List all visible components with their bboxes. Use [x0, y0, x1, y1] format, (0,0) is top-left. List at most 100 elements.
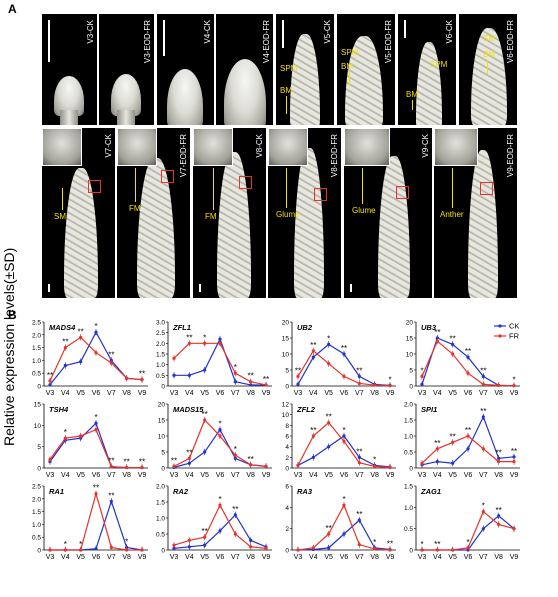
sig-ub2-3: **	[341, 344, 347, 353]
sig-tsh4-3: *	[94, 413, 97, 422]
chart-title-ra3: RA3	[297, 487, 313, 496]
point-zfl1-fr-6	[264, 383, 268, 387]
chart-title-tsh4: TSH4	[49, 405, 69, 414]
sig-zfl2-4: **	[356, 447, 362, 456]
point-zag1-ck-4	[481, 527, 485, 531]
point-spi1-ck-6	[512, 455, 516, 459]
image-v7-ck: SM V7-CK	[42, 128, 115, 298]
ytick-label-spi1-2: 1.0	[404, 434, 413, 441]
series-line-ra2-ck	[173, 513, 267, 549]
ytick-label-tsh4-1: 5	[37, 444, 41, 451]
point-ra1-ck-2	[79, 548, 83, 552]
point-ub3-fr-2	[451, 352, 455, 356]
ytick-label-mads4-3: 1.5	[32, 345, 41, 352]
legend-marker-ck	[498, 324, 502, 328]
point-zag1-fr-6	[512, 527, 516, 531]
series-line-ra3-fr	[297, 503, 391, 551]
ytick-label-zfl2-6: 12	[282, 402, 290, 409]
ytick-label-ra1-4: 2.0	[32, 496, 41, 503]
xtick-label-ub2-0: V3	[294, 390, 303, 397]
sig-ra2-3: *	[218, 495, 221, 504]
image-v4-fr: V4-EOD-FR	[216, 14, 273, 125]
ytick-label-zfl1-6: 3.0	[156, 320, 165, 327]
sig-spi1-2: **	[450, 432, 456, 441]
chart-title-ra1: RA1	[49, 487, 64, 496]
ytick-label-tsh4-2: 10	[34, 423, 42, 430]
xtick-label-ra3-0: V3	[294, 554, 303, 561]
ytick-label-ra3-1: 2	[285, 526, 289, 533]
xtick-label-zfl2-1: V4	[309, 472, 318, 479]
point-ra3-fr-2	[327, 532, 331, 536]
xtick-label-zfl1-4: V7	[231, 390, 240, 397]
sig-zfl1-2: *	[203, 333, 206, 342]
image-v8-ck: FM V8-CK	[193, 128, 266, 298]
label-v5-ck: V5-CK	[323, 20, 332, 44]
chart-title-ra2: RA2	[173, 487, 189, 496]
sig-mads4-3: *	[94, 322, 97, 331]
point-ub2-fr-4	[357, 381, 361, 386]
ytick-label-ra3-3: 6	[285, 484, 289, 491]
ytick-label-zfl1-2: 1.0	[156, 362, 165, 369]
sig-zfl1-1: **	[186, 333, 192, 342]
point-tsh4-fr-4	[109, 465, 113, 469]
sig-mads15-0: **	[171, 456, 177, 465]
point-ra3-ck-0	[296, 548, 300, 552]
point-ra3-fr-5	[373, 547, 377, 551]
y-axis-label: Relative expression levels(±SD)	[1, 247, 17, 446]
point-ra2-fr-4	[233, 532, 237, 536]
point-ub2-fr-3	[342, 374, 346, 378]
point-ra2-ck-5	[249, 538, 253, 543]
sig-ub2-6: *	[388, 375, 391, 384]
point-mads15-ck-2	[203, 450, 207, 454]
image-v6-ck: SPM BM V6-CK	[398, 14, 456, 125]
xtick-label-tsh4-3: V6	[92, 472, 101, 479]
xtick-label-mads4-5: V8	[122, 390, 131, 397]
ytick-label-mads15-2: 10	[158, 434, 166, 441]
ytick-label-mads4-0: 0	[37, 384, 41, 391]
point-mads15-ck-1	[187, 461, 191, 465]
sig-spi1-3: **	[465, 426, 471, 435]
ytick-label-ra1-5: 2.5	[32, 484, 41, 491]
point-mads15-fr-6	[264, 464, 268, 468]
point-ra1-fr-0	[48, 548, 52, 552]
point-zag1-fr-2	[451, 548, 455, 552]
point-ra3-fr-1	[311, 546, 315, 550]
ytick-label-ub3-0: 0	[409, 384, 413, 391]
ytick-label-zag1-0: 0	[409, 548, 413, 555]
point-zag1-ck-5	[497, 514, 501, 518]
ytick-label-mads15-3: 15	[158, 418, 166, 425]
point-zfl1-fr-5	[249, 380, 253, 384]
annot-v6-fr-bm: BM	[483, 50, 495, 59]
point-tsh4-fr-0	[48, 457, 52, 462]
xtick-label-ub2-6: V9	[386, 390, 395, 397]
ytick-label-zag1-3: 1.5	[404, 484, 413, 491]
point-zag1-fr-1	[435, 548, 439, 552]
point-zfl1-fr-0	[172, 356, 176, 360]
point-ra3-fr-3	[342, 503, 346, 507]
ytick-label-ub2-3: 15	[282, 336, 290, 343]
annot-v8-fr-inset: Glume	[276, 210, 300, 219]
xtick-label-mads4-3: V6	[92, 390, 101, 397]
xtick-label-zag1-3: V6	[464, 554, 473, 561]
point-ra1-fr-4	[109, 545, 113, 550]
point-ub3-fr-0	[420, 374, 424, 378]
point-ub2-ck-1	[311, 355, 315, 359]
point-zfl1-ck-5	[249, 383, 253, 387]
ytick-label-mads4-5: 2.5	[32, 320, 41, 327]
point-zfl1-ck-6	[264, 383, 268, 387]
point-ra3-fr-0	[296, 548, 300, 552]
point-spi1-ck-4	[481, 415, 485, 419]
point-mads15-fr-1	[187, 456, 191, 460]
point-zag1-ck-6	[512, 527, 516, 531]
point-mads4-fr-6	[140, 378, 144, 382]
chart-title-zag1: ZAG1	[420, 487, 441, 496]
ytick-label-tsh4-0: 0	[37, 466, 41, 473]
xtick-label-zfl1-1: V4	[185, 390, 194, 397]
ytick-label-ra1-2: 1.0	[32, 522, 41, 529]
point-mads4-fr-2	[79, 335, 83, 339]
sig-zfl2-1: **	[310, 426, 316, 435]
point-mads4-ck-0	[48, 383, 52, 387]
image-v6-fr: SM BM V6-EOD-FR	[459, 14, 517, 125]
ytick-label-ub2-1: 5	[285, 368, 289, 375]
point-zfl2-ck-0	[296, 463, 300, 467]
